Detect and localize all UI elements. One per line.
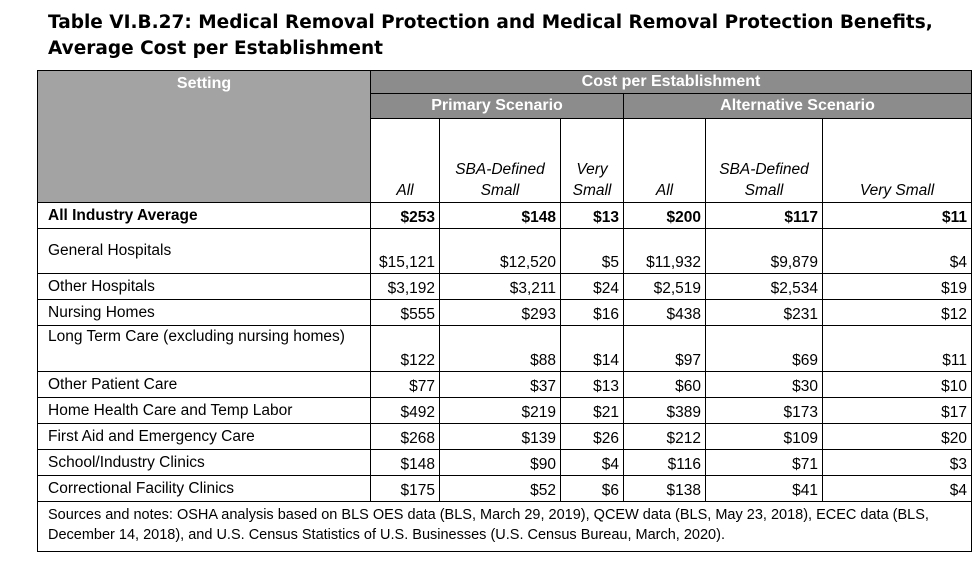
alternative-all-header: All bbox=[623, 118, 706, 203]
primary-sba-cell: $148 bbox=[439, 202, 561, 229]
table-row: General Hospitals $15,121 $12,520 $5 $11… bbox=[37, 228, 973, 274]
table-row: Correctional Facility Clinics $175 $52 $… bbox=[37, 475, 973, 502]
cost-per-establishment-header: Cost per Establishment bbox=[369, 70, 973, 94]
table-row: Long Term Care (excluding nursing homes)… bbox=[37, 325, 973, 372]
row-setting: Other Patient Care bbox=[37, 371, 371, 398]
primary-sba-cell: $293 bbox=[439, 299, 561, 326]
primary-all-cell: $175 bbox=[370, 475, 440, 502]
row-setting: School/Industry Clinics bbox=[37, 449, 371, 476]
alternative-very-small-cell: $10 bbox=[821, 371, 973, 398]
primary-sba-cell: $139 bbox=[439, 423, 561, 450]
table-row: Other Patient Care $77 $37 $13 $60 $30 $… bbox=[37, 371, 973, 398]
alternative-sba-cell: $41 bbox=[705, 475, 823, 502]
alternative-all-cell: $11,932 bbox=[623, 228, 706, 274]
primary-very-small-cell: $13 bbox=[560, 202, 624, 229]
alternative-sba-cell: $69 bbox=[705, 325, 823, 372]
alternative-very-small-cell: $4 bbox=[821, 228, 973, 274]
primary-all-header: All bbox=[370, 118, 440, 203]
primary-all-cell: $555 bbox=[370, 299, 440, 326]
table-row: School/Industry Clinics $148 $90 $4 $116… bbox=[37, 449, 973, 476]
table-row: Nursing Homes $555 $293 $16 $438 $231 $1… bbox=[37, 299, 973, 326]
primary-all-cell: $148 bbox=[370, 449, 440, 476]
primary-sba-cell: $90 bbox=[439, 449, 561, 476]
alternative-sba-cell: $9,879 bbox=[705, 228, 823, 274]
alternative-very-small-cell: $19 bbox=[821, 273, 973, 300]
primary-very-small-cell: $13 bbox=[560, 371, 624, 398]
alternative-all-cell: $200 bbox=[623, 202, 706, 229]
alternative-very-small-cell: $12 bbox=[821, 299, 973, 326]
alternative-sba-cell: $2,534 bbox=[705, 273, 823, 300]
primary-sba-cell: $52 bbox=[439, 475, 561, 502]
row-setting: Home Health Care and Temp Labor bbox=[37, 397, 371, 424]
alternative-very-small-cell: $3 bbox=[821, 449, 973, 476]
primary-very-small-cell: $16 bbox=[560, 299, 624, 326]
primary-sba-cell: $88 bbox=[439, 325, 561, 372]
alternative-all-cell: $97 bbox=[623, 325, 706, 372]
row-setting: First Aid and Emergency Care bbox=[37, 423, 371, 450]
alternative-all-cell: $138 bbox=[623, 475, 706, 502]
alternative-very-small-cell: $4 bbox=[821, 475, 973, 502]
alternative-sba-cell: $117 bbox=[705, 202, 823, 229]
primary-all-cell: $77 bbox=[370, 371, 440, 398]
alternative-very-small-cell: $17 bbox=[821, 397, 973, 424]
alternative-sba-cell: $109 bbox=[705, 423, 823, 450]
sources-notes: Sources and notes: OSHA analysis based o… bbox=[36, 501, 973, 552]
row-setting: Other Hospitals bbox=[37, 273, 371, 300]
cost-table: Setting Cost per Establishment Primary S… bbox=[36, 70, 973, 552]
alternative-sba-cell: $231 bbox=[705, 299, 823, 326]
row-setting: Long Term Care (excluding nursing homes) bbox=[37, 325, 371, 372]
alternative-scenario-header: Alternative Scenario bbox=[622, 93, 973, 119]
primary-very-small-cell: $14 bbox=[560, 325, 624, 372]
table-row: Home Health Care and Temp Labor $492 $21… bbox=[37, 397, 973, 424]
alternative-sba-cell: $173 bbox=[705, 397, 823, 424]
table-title: Table VI.B.27: Medical Removal Protectio… bbox=[48, 10, 968, 62]
primary-sba-cell: $37 bbox=[439, 371, 561, 398]
row-setting: All Industry Average bbox=[37, 202, 371, 229]
primary-very-small-cell: $24 bbox=[560, 273, 624, 300]
table-title-line-2: Average Cost per Establishment bbox=[48, 38, 383, 59]
primary-all-cell: $3,192 bbox=[370, 273, 440, 300]
primary-sba-header: SBA-Defined Small bbox=[439, 118, 561, 203]
primary-sba-cell: $219 bbox=[439, 397, 561, 424]
alternative-very-small-cell: $20 bbox=[821, 423, 973, 450]
primary-very-small-cell: $6 bbox=[560, 475, 624, 502]
alternative-all-cell: $389 bbox=[623, 397, 706, 424]
primary-very-small-cell: $26 bbox=[560, 423, 624, 450]
primary-very-small-header: Very Small bbox=[560, 118, 624, 203]
table-title-line-1: Table VI.B.27: Medical Removal Protectio… bbox=[48, 12, 933, 33]
primary-all-cell: $268 bbox=[370, 423, 440, 450]
table-row: Other Hospitals $3,192 $3,211 $24 $2,519… bbox=[37, 273, 973, 300]
primary-all-cell: $122 bbox=[370, 325, 440, 372]
primary-all-cell: $492 bbox=[370, 397, 440, 424]
alternative-very-small-cell: $11 bbox=[821, 325, 973, 372]
row-setting: General Hospitals bbox=[37, 228, 371, 274]
alternative-very-small-cell: $11 bbox=[821, 202, 973, 229]
primary-very-small-cell: $5 bbox=[560, 228, 624, 274]
alternative-all-cell: $60 bbox=[623, 371, 706, 398]
primary-sba-cell: $3,211 bbox=[439, 273, 561, 300]
alternative-sba-cell: $30 bbox=[705, 371, 823, 398]
row-setting: Nursing Homes bbox=[37, 299, 371, 326]
alternative-all-cell: $212 bbox=[623, 423, 706, 450]
alternative-very-small-header: Very Small bbox=[821, 118, 973, 203]
table-row: All Industry Average $253 $148 $13 $200 … bbox=[37, 202, 973, 229]
setting-column-header: Setting bbox=[37, 70, 371, 203]
primary-scenario-header: Primary Scenario bbox=[370, 93, 624, 119]
alternative-sba-cell: $71 bbox=[705, 449, 823, 476]
alternative-all-cell: $2,519 bbox=[623, 273, 706, 300]
table-row: First Aid and Emergency Care $268 $139 $… bbox=[37, 423, 973, 450]
primary-all-cell: $15,121 bbox=[370, 228, 440, 274]
primary-very-small-cell: $21 bbox=[560, 397, 624, 424]
primary-sba-cell: $12,520 bbox=[439, 228, 561, 274]
primary-all-cell: $253 bbox=[370, 202, 440, 229]
alternative-sba-header: SBA-Defined Small bbox=[705, 118, 823, 203]
alternative-all-cell: $438 bbox=[623, 299, 706, 326]
primary-very-small-cell: $4 bbox=[560, 449, 624, 476]
alternative-all-cell: $116 bbox=[623, 449, 706, 476]
row-setting: Correctional Facility Clinics bbox=[37, 475, 371, 502]
